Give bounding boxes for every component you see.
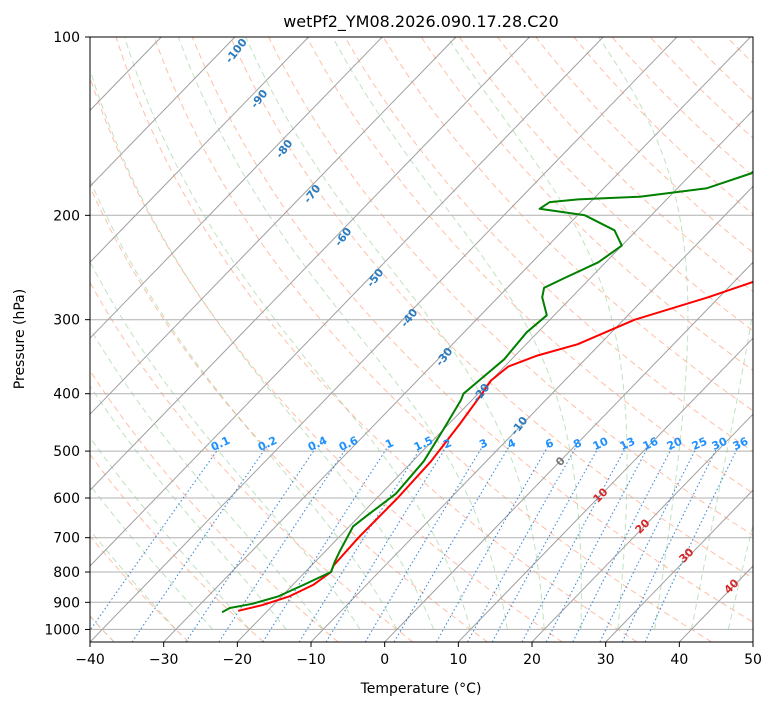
isotherm-line — [163, 37, 751, 642]
moist-adiabat-line — [90, 436, 250, 630]
dry-adiabat-line — [535, 37, 753, 254]
dry-adiabat-line — [115, 37, 638, 642]
dry-adiabat-line — [497, 37, 753, 293]
x-tick-label: −40 — [75, 652, 105, 668]
dry-adiabat-line — [153, 37, 712, 642]
isotherm-line — [384, 261, 753, 642]
x-tick-label: −30 — [149, 652, 179, 668]
dry-adiabat-line — [90, 281, 414, 642]
x-tick-label: 0 — [380, 652, 389, 668]
dry-adiabat-line — [90, 185, 488, 642]
x-axis-label: Temperature (°C) — [360, 681, 482, 697]
moist-adiabat-line — [90, 260, 361, 630]
mixing-ratio-line — [621, 445, 719, 642]
dry-adiabat-line — [90, 75, 563, 642]
moist-adiabat-line — [90, 67, 435, 630]
moist-adiabat-line — [124, 37, 471, 630]
mixing-ratio-label: 16 — [641, 435, 661, 453]
mixing-ratio-line — [467, 445, 578, 642]
x-tick-label: 10 — [449, 652, 467, 668]
y-tick-label: 600 — [53, 491, 80, 507]
x-tick-label: −20 — [223, 652, 253, 668]
adiabat-labels: -100-90-80-70-60-50-40-30-20-100.1 0.2 0.4… — [209, 37, 751, 597]
mixing-ratio-label: 25 — [690, 435, 709, 453]
mixing-ratio-line — [393, 445, 510, 642]
mixing-ratio-line — [185, 445, 318, 642]
mixing-ratio-line — [262, 445, 389, 642]
dry-adiabat-line — [382, 37, 753, 412]
moist-adiabat-line — [691, 307, 753, 630]
isobar-grid — [90, 37, 753, 630]
y-tick-label: 200 — [53, 208, 80, 224]
axes: −40 −30 −20 −10 0 10 20 30 40 50 1000 900 800 700 600 5… — [44, 30, 762, 668]
profile-series — [221, 170, 753, 614]
mixing-ratio-line — [599, 445, 698, 642]
x-tick-label: −10 — [296, 652, 326, 668]
isotherm-line — [90, 37, 457, 415]
mixing-ratio-label: 30 — [710, 435, 730, 453]
moist-adiabat-line — [90, 484, 214, 630]
isotherm-line — [90, 37, 604, 567]
mixing-ratio-line — [572, 445, 674, 642]
y-tick-label: 1000 — [44, 622, 80, 638]
y-tick-label: 400 — [53, 387, 80, 403]
moist-adiabat-line — [90, 385, 287, 630]
x-tick-label: 20 — [523, 652, 541, 668]
isotherm-line — [531, 413, 753, 642]
mixing-ratio-line — [364, 445, 484, 642]
chart-title: wetPf2_YM08.2026.090.17.28.C20 — [283, 12, 559, 32]
x-tick-label: 50 — [744, 652, 762, 668]
y-tick-label: 300 — [53, 313, 80, 329]
moist-adiabat-line — [177, 37, 508, 630]
isotherm-line — [90, 37, 309, 263]
isotherm-line — [310, 185, 753, 642]
mixing-ratio-line — [131, 445, 268, 642]
y-axis-label: Pressure (hPa) — [12, 289, 28, 389]
dewpoint-series-line — [221, 170, 753, 614]
plot-frame — [89, 36, 754, 643]
mixing-ratio-line — [325, 445, 448, 642]
isotherm-line — [90, 37, 678, 642]
dry-adiabat-line — [306, 37, 753, 494]
dry-adiabat-line — [268, 37, 753, 536]
isotherm-grid — [90, 37, 753, 642]
mixing-ratio-line — [298, 445, 423, 642]
isotherm-line — [605, 489, 753, 642]
mixing-ratio-line — [90, 445, 221, 632]
y-tick-label: 700 — [53, 531, 80, 547]
mixing-ratio-label: 13 — [618, 435, 637, 453]
x-tick-label: 30 — [597, 652, 615, 668]
isotherm-line — [236, 109, 753, 642]
dry-adiabat-line — [230, 37, 753, 579]
mixing-ratio-label: 20 — [665, 435, 685, 453]
plot-area: -100-90-80-70-60-50-40-30-20-100.1 0.2 0.4… — [90, 37, 753, 642]
y-tick-label: 800 — [53, 565, 80, 581]
moist-adiabat-line — [447, 37, 628, 630]
isotherm-line — [90, 37, 236, 188]
moist-adiabat-line — [727, 523, 753, 630]
isotherm-line — [457, 337, 753, 642]
dry-adiabat-line — [191, 37, 753, 623]
dry-adiabat-line — [90, 453, 264, 642]
moist-adiabat-line — [332, 37, 582, 630]
y-tick-label: 500 — [53, 444, 80, 460]
dry-adiabats — [90, 37, 753, 642]
y-tick-label: 900 — [53, 595, 80, 611]
isotherm-line — [90, 37, 530, 491]
mixing-ratio-line — [218, 445, 349, 642]
mixing-ratio-label: 36 — [731, 435, 751, 453]
moist-adiabat-line — [245, 37, 545, 630]
isotherm-line — [90, 37, 383, 339]
x-tick-label: 40 — [670, 652, 688, 668]
moist-adiabat-line — [90, 529, 177, 630]
dry-adiabat-line — [420, 37, 753, 372]
moist-adiabat-line — [598, 37, 689, 630]
mixing-ratio-label: 10 — [591, 435, 611, 453]
mixing-ratio-lines — [90, 445, 740, 642]
dry-adiabat-line — [611, 37, 753, 177]
y-tick-label: 100 — [53, 30, 80, 46]
